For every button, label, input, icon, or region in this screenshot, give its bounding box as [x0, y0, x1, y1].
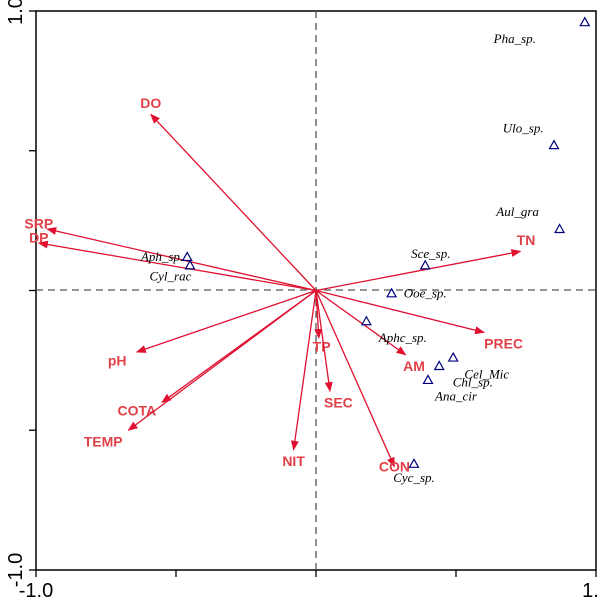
species-label: Pha_sp. — [493, 31, 536, 46]
species-marker — [181, 251, 193, 262]
vector-label: SEC — [324, 394, 353, 410]
vector-arrow — [46, 227, 317, 292]
species-label: Sce_sp. — [411, 246, 450, 261]
vector-label: SRP — [24, 215, 53, 231]
y-tick-label: 1.0 — [5, 0, 27, 25]
species-label: Aphc_sp. — [378, 330, 427, 345]
species-label: Aul_gra — [495, 204, 539, 219]
vector-arrow — [315, 289, 407, 356]
axis-tick-labels: -1.0 1.0 1.0 -1.0 — [5, 0, 597, 598]
vector-arrow — [290, 290, 317, 451]
vector-arrow — [315, 290, 395, 468]
vector-label: DP — [29, 229, 48, 245]
species-marker — [360, 315, 372, 326]
vector-label: pH — [108, 352, 127, 368]
species-marker — [554, 223, 566, 234]
x-tick-label: 1.0 — [582, 580, 597, 598]
species-marker — [548, 139, 560, 150]
species-marker — [408, 458, 420, 468]
vector-label: PREC — [484, 336, 523, 352]
vector-label: NIT — [282, 453, 305, 469]
species-label: Ana_cir — [434, 389, 478, 404]
species-label: Cyc_sp. — [393, 470, 435, 485]
vector-label: DO — [140, 95, 161, 111]
vector-arrow — [135, 289, 317, 353]
vector-label: CON — [379, 459, 410, 475]
species-label: Ooe_sp. — [404, 285, 447, 300]
vector-arrow — [37, 240, 317, 292]
species-label: Aph_sp. — [140, 249, 183, 264]
species-label: Ulo_sp. — [503, 120, 544, 135]
vector-arrow — [315, 249, 522, 292]
vector-arrow — [315, 289, 485, 335]
species-label: Chl_sp. — [453, 375, 493, 390]
vector-label: AM — [403, 358, 425, 374]
species-points: Pha_sp. Ulo_sp. Aul_gra Sce_sp. Ooe_sp. Aph_s… — [140, 16, 591, 485]
species-label: Cel_Mic — [464, 366, 509, 381]
x-tick-label: -1.0 — [19, 580, 53, 598]
species-label: Cyl_rac — [149, 269, 191, 284]
vector-arrow — [150, 113, 317, 291]
species-marker — [386, 287, 398, 298]
y-tick-label: -1.0 — [5, 553, 27, 587]
axis-ticks — [29, 10, 597, 577]
vector-label: TEMP — [84, 433, 123, 449]
species-marker — [447, 351, 459, 362]
species-marker — [422, 374, 434, 385]
vector-label: TN — [517, 232, 536, 248]
species-marker — [579, 16, 591, 27]
vector-arrow — [315, 290, 333, 393]
vector-arrow — [127, 289, 317, 431]
species-marker — [419, 259, 431, 270]
species-marker — [184, 259, 196, 270]
vector-label: COTA — [117, 403, 156, 419]
vector-label: TP — [313, 338, 331, 354]
species-marker — [433, 360, 445, 371]
